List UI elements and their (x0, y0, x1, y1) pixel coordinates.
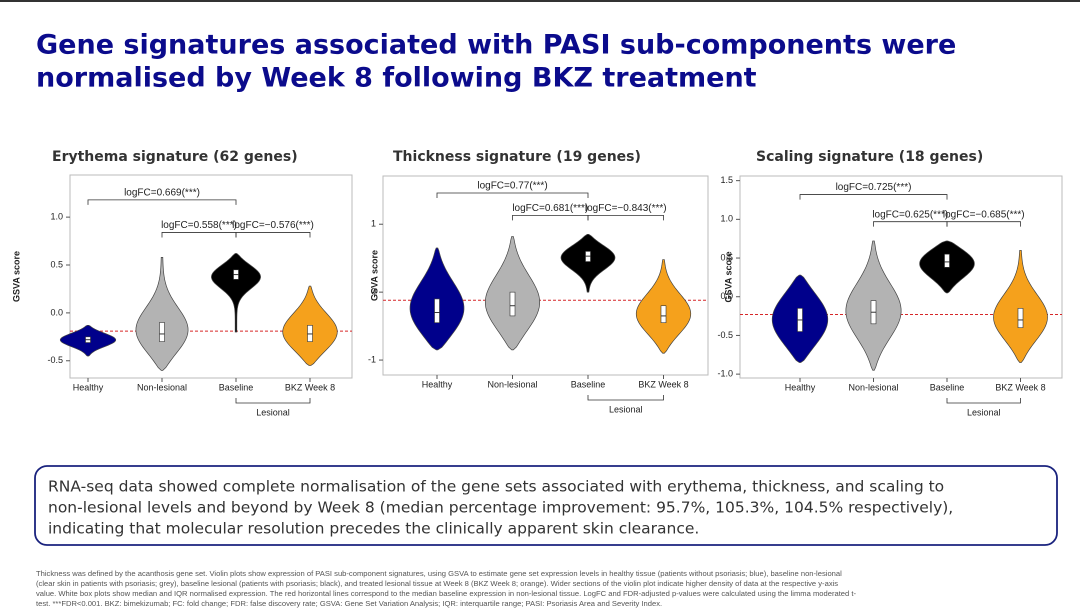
significance-bracket (873, 221, 948, 227)
significance-label: logFC=0.625(***) (872, 209, 948, 220)
x-tick-label: Baseline (930, 382, 965, 392)
y-tick-label: 1 (371, 219, 376, 229)
x-tick-label: BKZ Week 8 (285, 382, 335, 392)
footnote: test. ***FDR<0.001. BKZ: bimekizumab; FC… (36, 599, 662, 608)
violin (135, 256, 189, 371)
slide-title: normalised by Week 8 following BKZ treat… (36, 63, 757, 94)
group-bracket (587, 395, 664, 401)
x-tick-label: Healthy (73, 382, 104, 392)
chart-title: Erythema signature (62 genes) (52, 149, 298, 165)
violin (560, 234, 616, 293)
group-bracket (235, 398, 311, 404)
y-tick-label: 0.5 (50, 259, 63, 269)
significance-bracket (87, 199, 237, 205)
footnote: Thickness was defined by the acanthosis … (36, 569, 842, 578)
significance-label: logFC=−0.843(***) (585, 203, 667, 214)
slide-title: Gene signatures associated with PASI sub… (36, 30, 956, 61)
summary-line: RNA-seq data showed complete normalisati… (48, 478, 944, 496)
significance-label: logFC=−0.576(***) (232, 220, 314, 231)
significance-bracket (235, 232, 311, 238)
plot-frame (739, 175, 1063, 379)
x-tick-label: Non-lesional (848, 382, 898, 392)
significance-bracket (161, 232, 237, 238)
y-tick-label: 0 (371, 287, 376, 297)
chart-title: Scaling signature (18 genes) (756, 149, 983, 165)
violin (993, 249, 1048, 363)
significance-bracket (946, 221, 1021, 227)
group-label: Lesional (967, 407, 1001, 417)
significance-label: logFC=0.725(***) (836, 182, 912, 193)
iqr-box (159, 322, 165, 342)
plot-frame (382, 175, 709, 376)
x-tick-label: Baseline (571, 379, 606, 389)
significance-label: logFC=0.669(***) (124, 188, 200, 199)
x-tick-label: Baseline (219, 382, 254, 392)
group-bracket (946, 398, 1021, 404)
x-tick-label: BKZ Week 8 (995, 382, 1045, 392)
plot-frame (69, 174, 353, 379)
significance-bracket (587, 214, 664, 221)
significance-bracket (436, 192, 589, 198)
significance-label: logFC=−0.685(***) (943, 209, 1025, 220)
x-tick-label: Healthy (422, 379, 453, 389)
y-tick-label: -1 (368, 354, 376, 364)
footnote: (clear skin in patients with psoriasis; … (36, 579, 838, 588)
iqr-box (944, 253, 950, 268)
x-tick-label: Non-lesional (487, 379, 537, 389)
footnote: value. White box plots show median and I… (36, 589, 856, 598)
y-tick-label: 0.0 (720, 291, 733, 301)
x-tick-label: BKZ Week 8 (638, 379, 688, 389)
summary-box (34, 465, 1058, 546)
y-axis-label: GSVA score (723, 251, 733, 302)
significance-bracket (512, 214, 589, 221)
y-tick-label: -0.5 (717, 330, 733, 340)
summary-line: non-lesional levels and beyond by Week 8… (48, 499, 953, 517)
significance-label: logFC=0.77(***) (477, 181, 547, 192)
y-tick-label: 0.5 (720, 252, 733, 262)
significance-bracket (799, 194, 948, 200)
significance-label: logFC=0.681(***) (512, 203, 588, 214)
y-axis-label: GSVA score (369, 250, 379, 301)
x-tick-label: Healthy (785, 382, 816, 392)
y-tick-label: -0.5 (47, 355, 63, 365)
violin (211, 253, 261, 333)
iqr-box (1017, 308, 1024, 328)
y-tick-label: 1.0 (50, 212, 63, 222)
y-tick-label: 0.0 (50, 307, 63, 317)
chart-title: Thickness signature (19 genes) (393, 149, 641, 165)
iqr-box (660, 305, 667, 324)
significance-label: logFC=0.558(***) (161, 220, 237, 231)
iqr-box (434, 298, 440, 324)
y-tick-label: -1.0 (717, 369, 733, 379)
x-tick-label: Non-lesional (137, 382, 187, 392)
iqr-box (509, 291, 516, 317)
summary-line: indicating that molecular resolution pre… (48, 520, 699, 538)
y-tick-label: 1.5 (720, 175, 733, 185)
group-label: Lesional (256, 407, 290, 417)
y-axis-label: GSVA score (11, 251, 21, 302)
group-label: Lesional (609, 404, 643, 414)
y-tick-label: 1.0 (720, 214, 733, 224)
